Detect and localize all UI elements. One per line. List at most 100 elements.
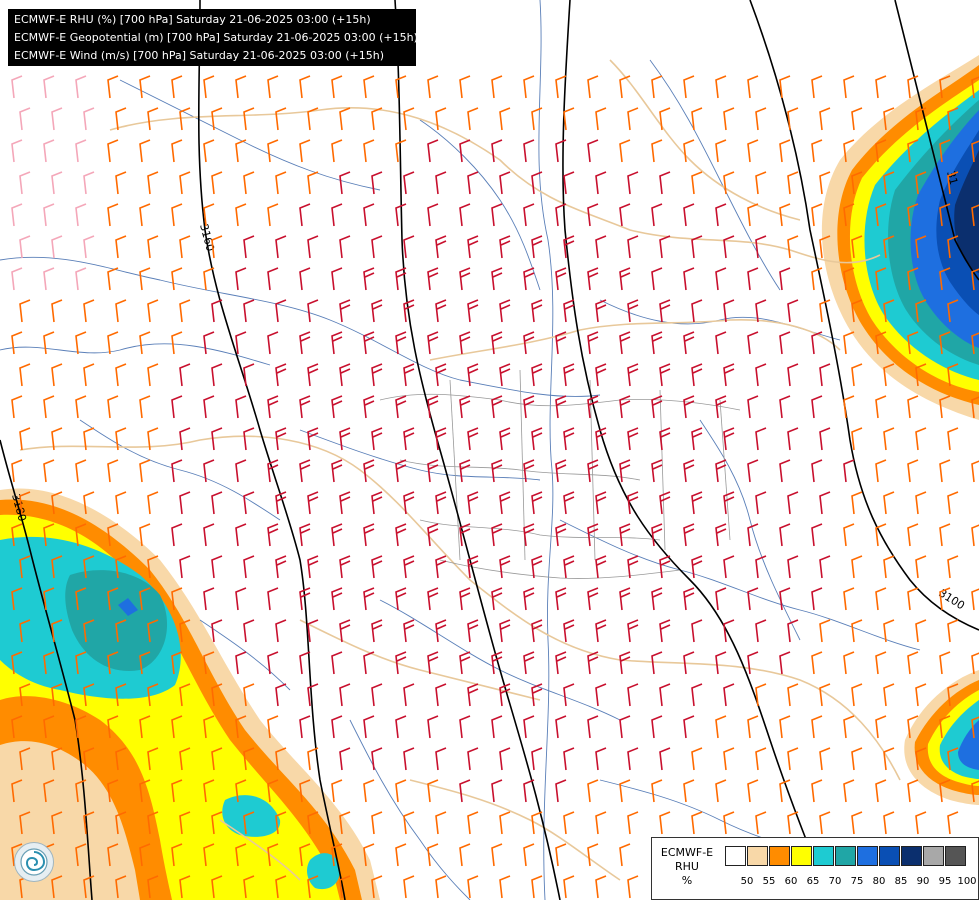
wind-barb — [619, 587, 631, 611]
wind-barb — [331, 715, 343, 739]
wind-barb — [819, 619, 831, 643]
wind-barb — [299, 587, 311, 611]
wind-barb — [371, 811, 383, 835]
wind-barb — [363, 139, 375, 163]
wind-barb — [755, 235, 767, 259]
wind-barb — [203, 587, 215, 611]
wind-barb — [395, 203, 407, 227]
wind-barb — [619, 139, 631, 163]
wind-barb — [115, 811, 127, 835]
wind-barb — [171, 459, 183, 483]
wind-barb — [83, 683, 95, 707]
wind-barb — [499, 235, 511, 259]
wind-barb — [627, 363, 639, 387]
wind-barb — [587, 779, 599, 803]
wind-barb — [747, 331, 759, 355]
wind-barb — [555, 779, 567, 803]
wind-barb — [683, 395, 695, 419]
wind-barb — [947, 427, 959, 451]
wind-barb — [595, 875, 607, 899]
wind-barb — [179, 235, 191, 259]
wind-barb — [499, 427, 511, 451]
wind-barb — [491, 651, 503, 675]
wind-barb — [755, 747, 767, 771]
wind-barb — [787, 555, 799, 579]
wind-barb — [171, 651, 183, 675]
wind-barb — [371, 747, 383, 771]
wind-barb — [267, 843, 279, 867]
wind-barb — [915, 747, 927, 771]
wind-barb — [235, 75, 247, 99]
wind-barb — [107, 651, 119, 675]
wind-barb — [307, 299, 319, 323]
wind-barb — [275, 491, 287, 515]
wind-barb — [723, 619, 735, 643]
wind-barb — [747, 715, 759, 739]
wind-barb — [563, 171, 575, 195]
wind-barb — [683, 587, 695, 611]
wind-barb — [947, 619, 959, 643]
wind-barb — [371, 107, 383, 131]
wind-barb — [531, 491, 543, 515]
wind-barb — [179, 299, 191, 323]
wind-barb — [243, 811, 255, 835]
wind-barb — [875, 75, 887, 99]
wind-barb — [115, 747, 127, 771]
wind-barb — [203, 715, 215, 739]
wind-barb — [307, 107, 319, 131]
wind-barb — [435, 171, 447, 195]
wind-barb — [851, 427, 863, 451]
wind-barb — [627, 235, 639, 259]
wind-barb — [523, 715, 535, 739]
wind-barb — [683, 651, 695, 675]
wind-barb — [107, 395, 119, 419]
wind-barb — [587, 139, 599, 163]
wind-barb — [691, 491, 703, 515]
wind-barb — [43, 715, 55, 739]
wind-barb — [307, 491, 319, 515]
wind-barb — [755, 555, 767, 579]
wind-barb — [467, 171, 479, 195]
wind-barb — [275, 555, 287, 579]
wind-barb — [107, 203, 119, 227]
wind-barb — [459, 139, 471, 163]
wind-barb — [139, 139, 151, 163]
wind-barb — [43, 459, 55, 483]
wind-barb — [491, 843, 503, 867]
wind-barb — [427, 139, 439, 163]
wind-barb — [843, 395, 855, 419]
wind-barb — [723, 235, 735, 259]
wind-barb — [627, 427, 639, 451]
wind-barb — [811, 267, 823, 291]
wind-barb — [659, 171, 671, 195]
wind-barb — [587, 395, 599, 419]
wind-barb — [267, 715, 279, 739]
wind-barb — [627, 747, 639, 771]
wind-barb — [427, 75, 439, 99]
wind-barb — [787, 747, 799, 771]
wind-barb — [683, 75, 695, 99]
rhu-field-northeast — [821, 55, 979, 420]
wind-barb — [779, 331, 791, 355]
wind-barb — [43, 523, 55, 547]
wind-barb — [715, 139, 727, 163]
wind-barb — [395, 331, 407, 355]
wind-barb — [843, 203, 855, 227]
wind-barb — [267, 331, 279, 355]
wind-barb — [299, 267, 311, 291]
wind-barb — [939, 395, 951, 419]
wind-barb — [139, 651, 151, 675]
wind-barb — [619, 267, 631, 291]
legend-swatch — [901, 846, 922, 866]
wind-barb — [51, 363, 63, 387]
legend-swatch — [923, 846, 944, 866]
wind-barb — [843, 459, 855, 483]
wind-barb — [595, 171, 607, 195]
wind-barb — [491, 395, 503, 419]
wind-barb — [715, 203, 727, 227]
wind-barb — [11, 395, 23, 419]
wind-barb — [659, 811, 671, 835]
wind-barb — [755, 427, 767, 451]
wind-barb — [83, 811, 95, 835]
wind-barb — [179, 491, 191, 515]
